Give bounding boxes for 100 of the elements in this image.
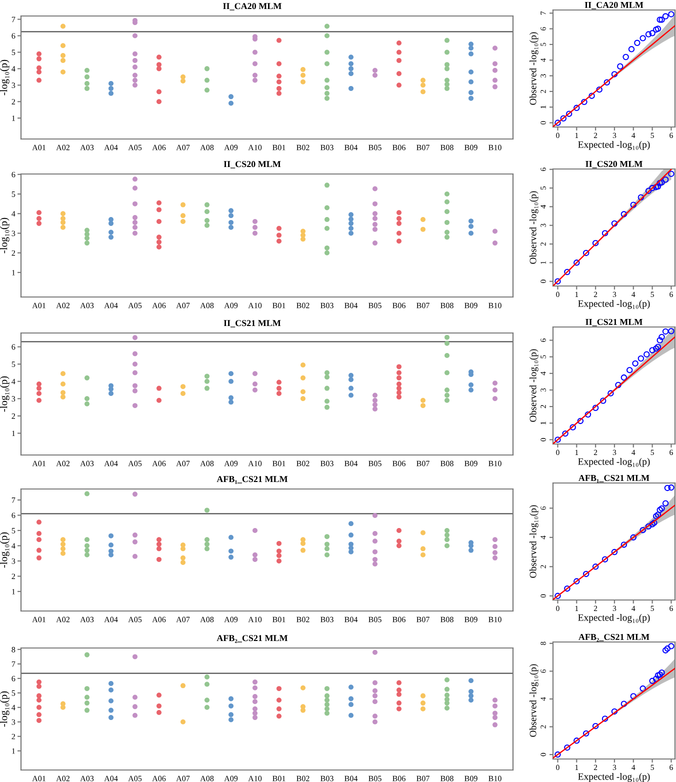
- y-tick-label: 7: [12, 498, 16, 503]
- y-tick-label: 8: [12, 646, 16, 652]
- chart-title: AFB₂_CS21 MLM: [578, 634, 650, 642]
- y-tick-label: 6: [12, 512, 16, 518]
- chart-title: II_CA20 MLM: [223, 3, 282, 10]
- x-tick-label: A10: [248, 776, 262, 782]
- x-tick-label: B06: [392, 302, 406, 308]
- x-tick-label: B08: [440, 776, 454, 782]
- y-axis-title: Observed -log₁₀(p): [529, 349, 538, 422]
- x-tick-label: A08: [200, 302, 214, 308]
- y-axis-title: Observed -log₁₀(p): [529, 505, 538, 578]
- x-tick-label: B05: [368, 776, 382, 782]
- x-tick-label: A06: [152, 616, 166, 622]
- x-tick-label: A02: [56, 144, 70, 150]
- y-tick-label: 6: [12, 33, 16, 39]
- x-tick-label: B07: [416, 776, 430, 782]
- y-tick-label: 1: [12, 430, 15, 436]
- x-tick-label: A06: [152, 776, 166, 782]
- y-tick-label: 1: [12, 748, 15, 754]
- y-tick-label: 3: [12, 719, 16, 725]
- x-tick-label: A01: [32, 460, 46, 466]
- y-axis-title: Observed -log₁₀(p): [529, 191, 538, 264]
- x-tick-label: B04: [344, 776, 358, 782]
- x-tick-label: A02: [56, 302, 70, 308]
- y-tick-label: 2: [12, 250, 15, 256]
- chart-title: II_CS21 MLM: [224, 320, 281, 328]
- x-tick-label: B04: [344, 144, 358, 150]
- y-tick-label: 3: [12, 558, 16, 564]
- x-tick-label: B10: [488, 144, 502, 150]
- x-axis-title: Expected -log₁₀(p): [578, 300, 650, 309]
- x-tick-label: B09: [464, 616, 478, 622]
- y-tick-label: 6: [12, 172, 16, 178]
- x-tick-label: B08: [440, 302, 454, 308]
- y-tick-label: 3: [12, 230, 16, 236]
- x-tick-label: B02: [296, 616, 310, 622]
- x-tick-label: A09: [224, 776, 238, 782]
- y-tick-label: 4: [12, 211, 16, 216]
- chart-title: II_CS20 MLM: [224, 161, 281, 168]
- x-tick-label: A03: [80, 776, 94, 782]
- chart-title: AFB₁_CS21 MLM: [578, 474, 650, 483]
- x-tick-label: B06: [392, 460, 406, 466]
- x-tick-label: A09: [224, 616, 238, 622]
- x-tick-label: B02: [296, 460, 310, 466]
- y-tick-label: 3: [12, 396, 16, 402]
- x-tick-label: A03: [80, 460, 94, 466]
- x-tick-label: A06: [152, 144, 166, 150]
- x-tick-label: B07: [416, 302, 430, 308]
- x-tick-label: A06: [152, 302, 166, 308]
- x-tick-label: A10: [248, 144, 262, 150]
- y-tick-label: 5: [12, 192, 16, 197]
- x-tick-label: A04: [104, 144, 118, 150]
- x-tick-label: B02: [296, 302, 310, 308]
- y-tick-label: 2: [12, 734, 15, 740]
- x-tick-label: A08: [200, 776, 214, 782]
- x-tick-label: B01: [272, 776, 286, 782]
- x-tick-label: B09: [464, 460, 478, 466]
- x-tick-label: B06: [392, 144, 406, 150]
- y-tick-label: 3: [12, 82, 16, 88]
- chart-title: II_CS21 MLM: [586, 318, 642, 326]
- x-tick-label: B10: [488, 460, 502, 466]
- y-tick-label: 5: [12, 50, 16, 56]
- x-tick-label: B06: [392, 776, 406, 782]
- x-tick-label: B10: [488, 302, 502, 308]
- x-tick-label: A08: [200, 616, 214, 622]
- x-tick-label: A04: [104, 776, 118, 782]
- x-tick-label: A07: [176, 144, 190, 150]
- x-tick-label: B08: [440, 460, 454, 466]
- x-tick-label: B01: [272, 302, 286, 308]
- x-tick-label: A02: [56, 460, 70, 466]
- chart-title: AFB₁_CS21 MLM: [216, 476, 288, 484]
- x-tick-label: B06: [392, 616, 406, 622]
- x-tick-label: B08: [440, 144, 454, 150]
- x-tick-label: A05: [128, 144, 142, 150]
- x-tick-label: A03: [80, 302, 94, 308]
- x-axis-title: Expected -log₁₀(p): [578, 773, 650, 782]
- x-axis-title: Expected -log₁₀(p): [578, 458, 650, 467]
- x-tick-label: B09: [464, 144, 478, 150]
- x-tick-label: A04: [104, 302, 118, 308]
- x-tick-label: A05: [128, 616, 142, 622]
- x-tick-label: B03: [320, 616, 334, 622]
- x-tick-label: B09: [464, 776, 478, 782]
- x-tick-label: A05: [128, 776, 142, 782]
- x-tick-label: B10: [488, 776, 502, 782]
- x-tick-label: B05: [368, 302, 382, 308]
- x-tick-label: B07: [416, 616, 430, 622]
- x-tick-label: A09: [224, 460, 238, 466]
- y-axis-title: Observed -log₁₀(p): [529, 32, 538, 105]
- y-tick-label: 5: [12, 362, 16, 367]
- x-axis-title: Expected -log₁₀(p): [578, 614, 650, 623]
- x-tick-label: B08: [440, 616, 454, 622]
- x-tick-label: B03: [320, 460, 334, 466]
- x-tick-label: B05: [368, 460, 382, 466]
- y-tick-label: 2: [12, 574, 15, 580]
- y-tick-label: 4: [12, 704, 16, 710]
- x-tick-label: A02: [56, 616, 70, 622]
- y-axis-title: -log₁₀(p): [0, 532, 10, 568]
- x-tick-label: A03: [80, 144, 94, 150]
- x-tick-label: B03: [320, 144, 334, 150]
- x-tick-label: A09: [224, 302, 238, 308]
- x-tick-label: B09: [464, 302, 478, 308]
